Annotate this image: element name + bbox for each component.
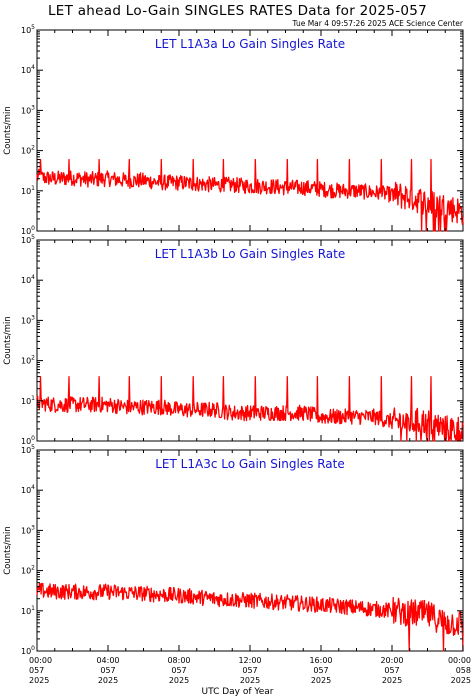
y-tick-label: 101: [21, 185, 35, 196]
y-tick-label: 100: [21, 225, 35, 236]
y-tick-label: 101: [21, 605, 35, 616]
y-tick-label: 105: [21, 24, 35, 35]
y-tick-label: 103: [21, 314, 35, 325]
y-tick-label: 105: [21, 234, 35, 245]
x-tick-time: 00:00: [448, 656, 471, 665]
series-line-3: [36, 582, 464, 652]
y-tick-label: 101: [21, 395, 35, 406]
y-axis-label-3: Counts/min: [3, 526, 13, 575]
y-tick-label: 102: [21, 565, 35, 576]
y-tick-label: 104: [21, 484, 35, 495]
x-tick-doy: 057: [242, 666, 257, 675]
x-axis-label: UTC Day of Year: [201, 687, 274, 697]
x-tick-year: 2025: [311, 676, 331, 685]
y-tick-label: 104: [21, 64, 35, 75]
x-tick-doy: 058: [456, 666, 471, 675]
y-tick-label: 104: [21, 274, 35, 285]
y-tick-label: 100: [21, 435, 35, 446]
y-tick-label: 105: [21, 444, 35, 455]
panel-title-3: LET L1A3c Lo Gain Singles Rate: [155, 457, 345, 471]
panel-title-1: LET L1A3a Lo Gain Singles Rate: [155, 37, 345, 51]
x-tick-year: 2025: [240, 676, 260, 685]
y-tick-label: 102: [21, 355, 35, 366]
x-tick-doy: 057: [171, 666, 186, 675]
x-tick-year: 2025: [451, 676, 471, 685]
x-tick-year: 2025: [29, 676, 49, 685]
x-tick-time: 12:00: [238, 656, 261, 665]
x-tick-year: 2025: [98, 676, 118, 685]
x-tick-time: 16:00: [309, 656, 332, 665]
plot-frame-1: [36, 29, 464, 232]
plot-frame-3: [36, 449, 464, 652]
series-line-1: [36, 158, 464, 232]
y-axis-label-1: Counts/min: [3, 106, 13, 155]
x-tick-doy: 057: [100, 666, 115, 675]
x-tick-time: 04:00: [96, 656, 119, 665]
series-line-2: [36, 375, 464, 442]
timestamp: Tue Mar 4 09:57:26 2025 ACE Science Cent…: [292, 19, 463, 28]
panel-title-2: LET L1A3b Lo Gain Singles Rate: [155, 247, 346, 261]
x-tick-year: 2025: [382, 676, 402, 685]
y-tick-label: 100: [21, 645, 35, 656]
page-title: LET ahead Lo-Gain SINGLES RATES Data for…: [47, 3, 428, 19]
y-axis-label-2: Counts/min: [3, 316, 13, 365]
x-tick-time: 08:00: [167, 656, 190, 665]
y-tick-label: 103: [21, 104, 35, 115]
x-tick-time: 00:00: [29, 656, 52, 665]
x-tick-time: 20:00: [380, 656, 403, 665]
x-tick-year: 2025: [169, 676, 189, 685]
x-tick-doy: 057: [29, 666, 44, 675]
y-tick-label: 103: [21, 524, 35, 535]
y-tick-label: 102: [21, 145, 35, 156]
x-tick-doy: 057: [384, 666, 399, 675]
x-tick-doy: 057: [313, 666, 328, 675]
